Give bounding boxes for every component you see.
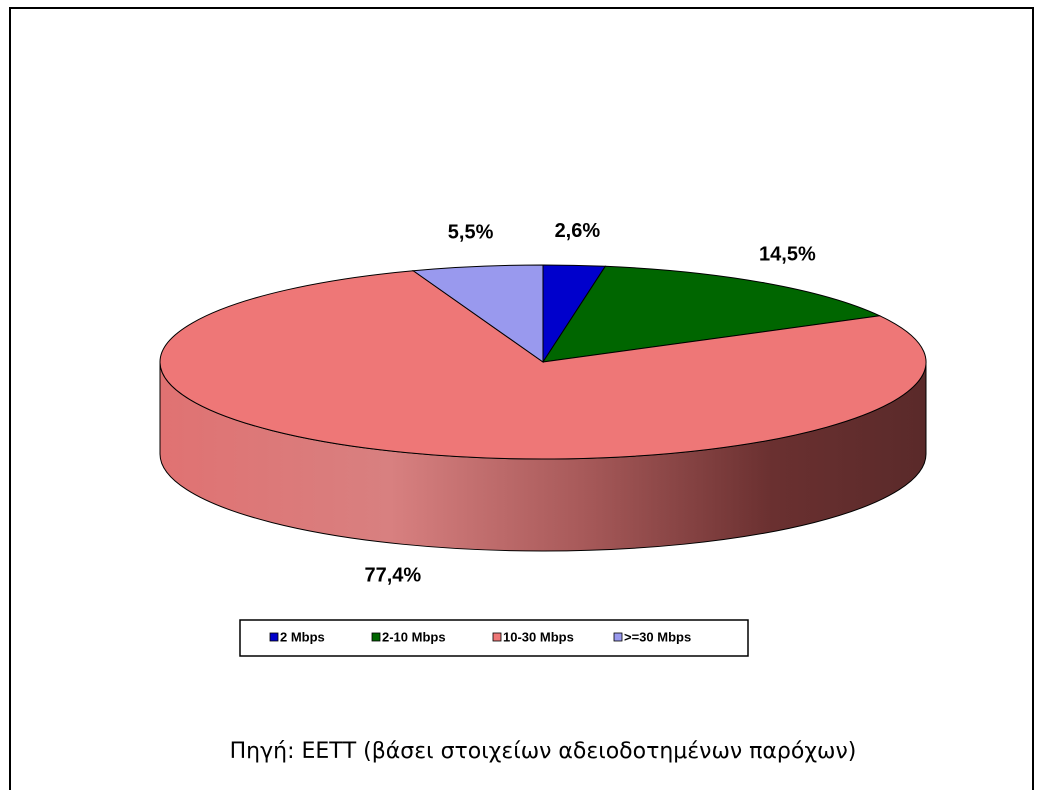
chart-frame bbox=[9, 7, 1034, 790]
legend-swatch bbox=[371, 632, 381, 642]
data-label: 77,4% bbox=[364, 565, 421, 587]
legend-swatch bbox=[269, 632, 279, 642]
data-label: 2,6% bbox=[555, 220, 601, 242]
pie: 2,6% 14,5% 77,4% 5,5% bbox=[159, 220, 927, 587]
legend: 2 Mbps 2-10 Mbps 10-30 Mbps >=30 Mbps bbox=[269, 629, 691, 644]
pie-slice bbox=[159, 270, 927, 460]
legend-swatch bbox=[613, 632, 623, 642]
data-label: 5,5% bbox=[448, 221, 494, 243]
data-label: 14,5% bbox=[759, 244, 816, 266]
pie-slice bbox=[541, 265, 882, 363]
source-note: Πηγή: ΕΕΤΤ (βάσει στοιχείων αδειοδοτημέν… bbox=[230, 739, 857, 764]
legend-label: 2 Mbps bbox=[280, 629, 325, 644]
legend-label: >=30 Mbps bbox=[624, 629, 691, 644]
legend-label: 10-30 Mbps bbox=[503, 629, 574, 644]
legend-swatch bbox=[492, 632, 502, 642]
legend-label: 2-10 Mbps bbox=[382, 629, 446, 644]
pie-slice bbox=[411, 264, 544, 363]
